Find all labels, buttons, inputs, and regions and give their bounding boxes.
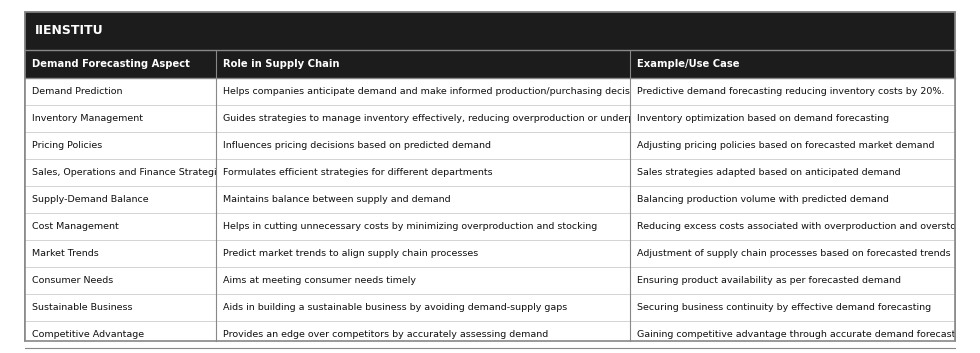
Text: Aids in building a sustainable business by avoiding demand-supply gaps: Aids in building a sustainable business … xyxy=(222,303,566,312)
Text: Demand Forecasting Aspect: Demand Forecasting Aspect xyxy=(32,59,190,69)
Text: Aims at meeting consumer needs timely: Aims at meeting consumer needs timely xyxy=(222,276,416,285)
Text: Competitive Advantage: Competitive Advantage xyxy=(32,330,144,339)
Bar xyxy=(25,105,955,132)
Text: Adjustment of supply chain processes based on forecasted trends: Adjustment of supply chain processes bas… xyxy=(636,249,951,258)
Text: Predictive demand forecasting reducing inventory costs by 20%.: Predictive demand forecasting reducing i… xyxy=(636,87,944,96)
Bar xyxy=(25,78,955,105)
Text: Gaining competitive advantage through accurate demand forecasting: Gaining competitive advantage through ac… xyxy=(636,330,969,339)
Text: Market Trends: Market Trends xyxy=(32,249,99,258)
Text: Reducing excess costs associated with overproduction and overstocking: Reducing excess costs associated with ov… xyxy=(636,222,980,231)
Bar xyxy=(25,213,955,240)
Bar xyxy=(25,12,955,50)
Bar xyxy=(25,50,955,78)
Text: Example/Use Case: Example/Use Case xyxy=(636,59,739,69)
Bar xyxy=(25,240,955,267)
Text: Sustainable Business: Sustainable Business xyxy=(32,303,132,312)
Bar xyxy=(25,321,955,348)
Text: Consumer Needs: Consumer Needs xyxy=(32,276,114,285)
Bar xyxy=(25,294,955,321)
Text: Influences pricing decisions based on predicted demand: Influences pricing decisions based on pr… xyxy=(222,141,491,150)
Text: Helps in cutting unnecessary costs by minimizing overproduction and stocking: Helps in cutting unnecessary costs by mi… xyxy=(222,222,597,231)
Text: Ensuring product availability as per forecasted demand: Ensuring product availability as per for… xyxy=(636,276,901,285)
Text: IIENSTITU: IIENSTITU xyxy=(35,24,104,37)
Text: Cost Management: Cost Management xyxy=(32,222,119,231)
Bar xyxy=(25,159,955,186)
Text: Balancing production volume with predicted demand: Balancing production volume with predict… xyxy=(636,195,889,204)
Text: Demand Prediction: Demand Prediction xyxy=(32,87,122,96)
Text: Inventory optimization based on demand forecasting: Inventory optimization based on demand f… xyxy=(636,114,889,123)
Text: Securing business continuity by effective demand forecasting: Securing business continuity by effectiv… xyxy=(636,303,931,312)
Text: Predict market trends to align supply chain processes: Predict market trends to align supply ch… xyxy=(222,249,478,258)
Text: Supply-Demand Balance: Supply-Demand Balance xyxy=(32,195,149,204)
Text: Adjusting pricing policies based on forecasted market demand: Adjusting pricing policies based on fore… xyxy=(636,141,934,150)
Bar xyxy=(25,132,955,159)
Bar xyxy=(25,267,955,294)
Text: Sales strategies adapted based on anticipated demand: Sales strategies adapted based on antici… xyxy=(636,168,900,177)
Text: Guides strategies to manage inventory effectively, reducing overproduction or un: Guides strategies to manage inventory ef… xyxy=(222,114,679,123)
Text: Formulates efficient strategies for different departments: Formulates efficient strategies for diff… xyxy=(222,168,492,177)
Bar xyxy=(25,186,955,213)
Text: Sales, Operations and Finance Strategies: Sales, Operations and Finance Strategies xyxy=(32,168,227,177)
Text: Provides an edge over competitors by accurately assessing demand: Provides an edge over competitors by acc… xyxy=(222,330,548,339)
Text: Inventory Management: Inventory Management xyxy=(32,114,143,123)
Text: Role in Supply Chain: Role in Supply Chain xyxy=(222,59,339,69)
Text: Pricing Policies: Pricing Policies xyxy=(32,141,102,150)
Text: Helps companies anticipate demand and make informed production/purchasing decisi: Helps companies anticipate demand and ma… xyxy=(222,87,649,96)
Text: Maintains balance between supply and demand: Maintains balance between supply and dem… xyxy=(222,195,450,204)
